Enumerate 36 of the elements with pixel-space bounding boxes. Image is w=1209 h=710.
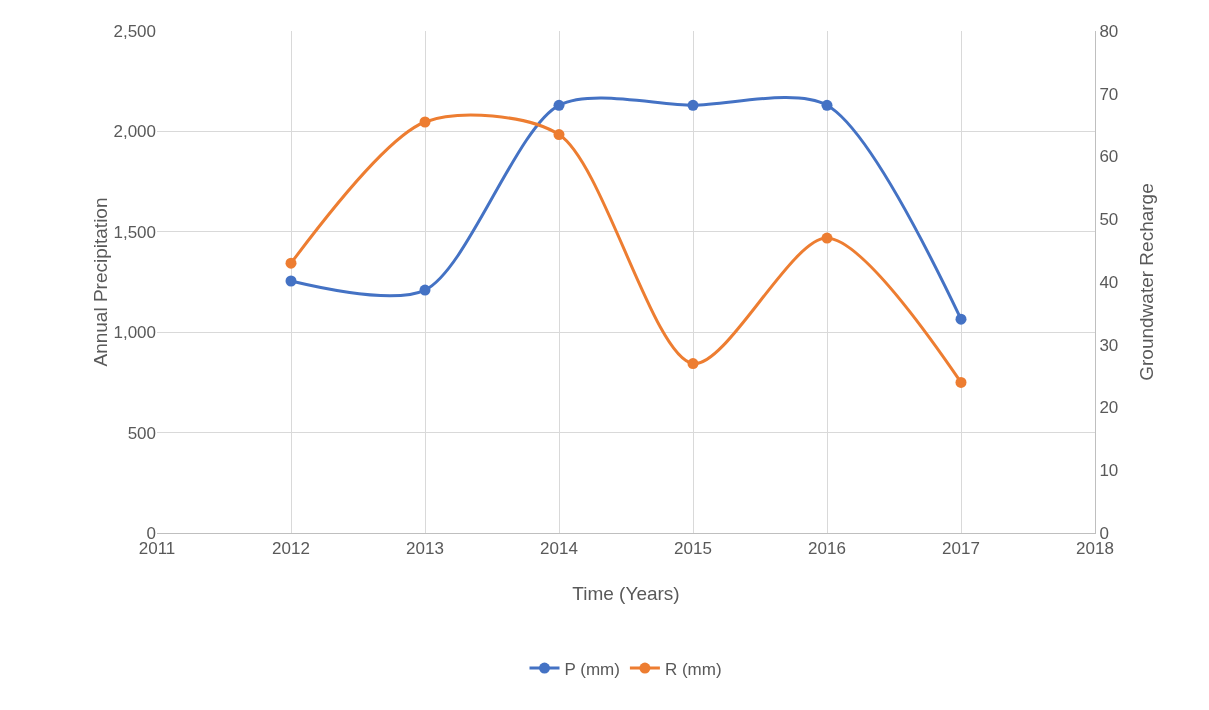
point [553, 129, 565, 141]
y-tick-label: 1,000 [113, 323, 156, 343]
x-tick-label: 2014 [540, 539, 578, 559]
y-tick-label: 2,000 [113, 122, 156, 142]
point [687, 99, 699, 111]
y2-tick-label: 30 [1099, 335, 1119, 355]
x-tick-label: 2013 [406, 539, 444, 559]
y2-tick-label: 50 [1099, 210, 1119, 230]
y2-tick-label: 70 [1099, 84, 1119, 104]
y2-tick-label: 40 [1099, 272, 1119, 292]
y2-tick-label: 10 [1099, 461, 1119, 481]
point [553, 99, 565, 111]
point [285, 275, 297, 287]
point [419, 116, 431, 128]
point [687, 358, 699, 370]
y2-axis-title: Groundwater Recharge [1135, 183, 1157, 381]
legend-label: R (mm) [664, 659, 722, 679]
legend-label: P (mm) [564, 659, 620, 679]
x-tick-label: 2016 [808, 539, 846, 559]
point [821, 99, 833, 111]
y2-tick-label: 60 [1099, 147, 1119, 167]
x-axis-title: Time (Years) [572, 583, 680, 604]
point [821, 232, 833, 244]
y-tick-label: 1,500 [113, 222, 156, 242]
x-tick-label: 2012 [272, 539, 310, 559]
y2-tick-label: 20 [1099, 398, 1119, 418]
x-tick-label: 2017 [942, 539, 980, 559]
point [955, 313, 967, 325]
y-tick-label: 500 [127, 423, 156, 443]
point [419, 284, 431, 296]
x-tick-label: 2015 [674, 539, 712, 559]
y-tick-label: 2,500 [113, 21, 156, 41]
y2-tick-label: 80 [1099, 21, 1119, 41]
point [955, 376, 967, 388]
y-axis-title: Annual Precipitation [90, 197, 112, 367]
point [285, 257, 297, 269]
